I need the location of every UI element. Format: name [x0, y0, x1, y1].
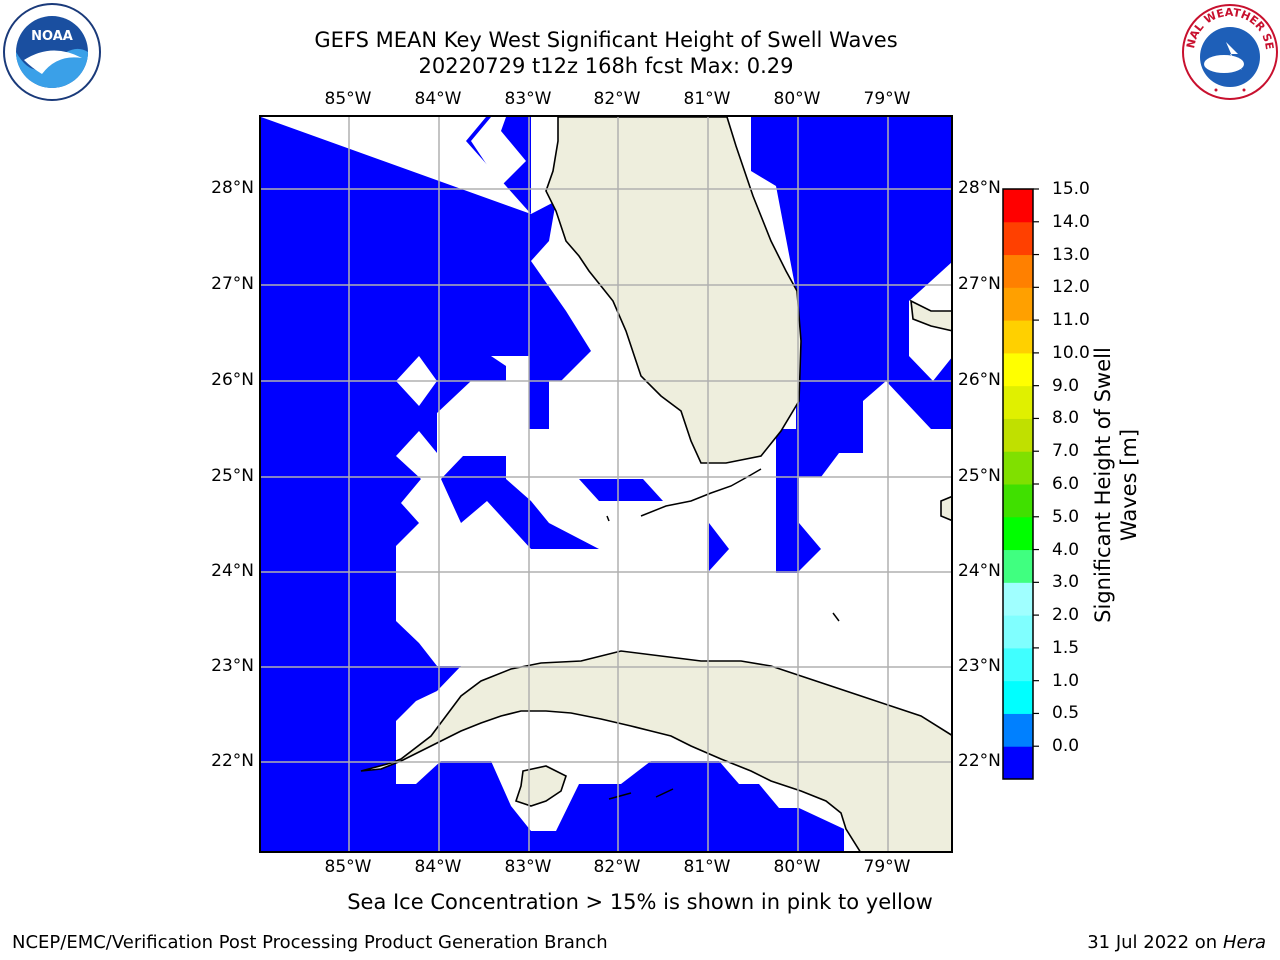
lon-tick-top: 82°W — [593, 89, 641, 109]
lat-tick-right: 22°N — [958, 751, 1001, 771]
colorbar-swatch — [1003, 549, 1033, 583]
sea-ice-caption: Sea Ice Concentration > 15% is shown in … — [347, 890, 933, 914]
map-subtitle: 20220729 t12z 168h fcst Max: 0.29 — [418, 54, 794, 78]
colorbar-tick-label: 9.0 — [1052, 375, 1080, 396]
footer-credit: NCEP/EMC/Verification Post Processing Pr… — [12, 932, 608, 953]
svg-text:NOAA: NOAA — [31, 29, 73, 44]
lat-tick-right: 28°N — [958, 178, 1001, 198]
colorbar-swatch — [1003, 320, 1033, 354]
colorbar-swatch — [1003, 647, 1033, 682]
lat-tick-right: 23°N — [958, 656, 1001, 676]
colorbar-swatch — [1003, 451, 1033, 485]
lon-tick-bottom: 81°W — [683, 857, 731, 877]
colorbar-tick-label: 5.0 — [1052, 506, 1080, 527]
lat-tick-left: 26°N — [211, 370, 254, 390]
colorbar-swatch — [1003, 254, 1033, 288]
colorbar-swatch — [1003, 680, 1033, 714]
colorbar-swatch — [1003, 484, 1033, 518]
lat-tick-left: 25°N — [211, 466, 254, 486]
colorbar-tick-label: 15.0 — [1052, 179, 1090, 199]
colorbar-swatch — [1003, 582, 1033, 616]
colorbar-tick-label: 13.0 — [1052, 244, 1090, 265]
colorbar-swatch — [1003, 615, 1033, 649]
lon-tick-top: 85°W — [324, 89, 372, 109]
map-title: GEFS MEAN Key West Significant Height of… — [314, 28, 898, 52]
colorbar-swatch — [1003, 385, 1033, 419]
colorbar-swatch — [1003, 418, 1033, 452]
colorbar-tick-label: 4.0 — [1052, 539, 1080, 560]
lat-tick-right: 25°N — [958, 466, 1001, 486]
colorbar-tick-label: 2.0 — [1052, 605, 1080, 626]
colorbar-swatch — [1003, 516, 1033, 551]
lon-tick-top: 84°W — [414, 89, 462, 109]
colorbar-tick-label: 0.0 — [1052, 736, 1080, 757]
colorbar-tick-label: 10.0 — [1052, 342, 1090, 363]
colorbar-tick-label: 1.0 — [1052, 670, 1080, 691]
colorbar-swatch — [1003, 287, 1033, 321]
colorbar-swatch — [1003, 746, 1033, 780]
footer-host: Hera — [1222, 932, 1266, 953]
nws-logo: NATIONAL WEATHER SERVICE — [1180, 2, 1278, 100]
lat-tick-right: 27°N — [958, 274, 1001, 294]
lon-tick-top: 80°W — [773, 89, 821, 109]
colorbar-tick-label: 6.0 — [1052, 474, 1080, 494]
lon-tick-bottom: 85°W — [324, 857, 372, 877]
lon-tick-bottom: 79°W — [863, 857, 911, 877]
footer-date: 31 Jul 2022 on Hera — [1087, 932, 1266, 953]
colorbar-tick-label: 1.5 — [1052, 637, 1080, 658]
map-plot — [261, 117, 951, 851]
lon-tick-top: 81°W — [683, 89, 731, 109]
lon-tick-top: 79°W — [863, 89, 911, 109]
colorbar-swatch — [1003, 221, 1033, 256]
map-frame — [259, 115, 953, 853]
lat-tick-left: 22°N — [211, 751, 254, 771]
lon-tick-bottom: 80°W — [773, 857, 821, 877]
lat-tick-left: 28°N — [211, 178, 254, 198]
colorbar-tick-label: 8.0 — [1052, 408, 1080, 429]
lat-tick-right: 24°N — [958, 561, 1001, 581]
colorbar-swatch — [1003, 713, 1033, 747]
florida-keys — [606, 468, 840, 800]
colorbar-tick-label: 3.0 — [1052, 572, 1080, 593]
colorbar-tick-label: 0.5 — [1052, 703, 1080, 724]
lat-tick-left: 24°N — [211, 561, 254, 581]
lat-tick-left: 27°N — [211, 274, 254, 294]
lon-tick-top: 83°W — [504, 89, 552, 109]
noaa-logo: NOAA — [3, 3, 101, 101]
colorbar-tick-label: 11.0 — [1052, 310, 1090, 331]
lon-tick-bottom: 84°W — [414, 857, 462, 877]
colorbar-tick-label: 14.0 — [1052, 211, 1090, 232]
lon-tick-bottom: 82°W — [593, 857, 641, 877]
colorbar — [1002, 188, 1039, 780]
colorbar-label: Significant Height of Swell Waves [m] — [1091, 347, 1141, 623]
colorbar-swatch — [1003, 189, 1033, 223]
map-gridlines — [261, 117, 951, 851]
colorbar-tick-label: 7.0 — [1052, 441, 1080, 462]
lat-tick-left: 23°N — [211, 656, 254, 676]
lon-tick-bottom: 83°W — [504, 857, 552, 877]
colorbar-swatch — [1003, 352, 1033, 387]
footer-date-text: 31 Jul 2022 on — [1087, 932, 1223, 953]
colorbar-tick-label: 12.0 — [1052, 277, 1090, 298]
lat-tick-right: 26°N — [958, 370, 1001, 390]
